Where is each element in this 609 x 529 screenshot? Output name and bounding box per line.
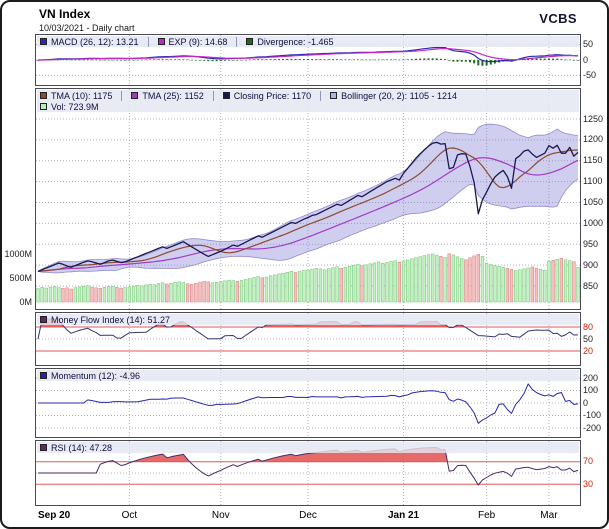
rsi-panel: RSI (14): 47.28 70 30 xyxy=(2,440,607,506)
mfi-legend: Money Flow Index (14): 51.27 xyxy=(37,314,579,325)
volume-legend: Vol: 723.9M xyxy=(37,101,579,112)
y-axis-tick: -50 xyxy=(583,69,597,80)
y-axis-tick: 1000 xyxy=(583,217,604,228)
y-axis-tick: 0 xyxy=(583,397,589,408)
legend-label: TMA (25): 1152 xyxy=(142,90,204,101)
y-axis-tick: 50 xyxy=(583,333,594,344)
y-axis-tick: 30 xyxy=(583,478,594,489)
macd-color-chip xyxy=(40,38,47,45)
legend-item: Closing Price: 1170 xyxy=(212,90,312,101)
legend-item: TMA (10): 1175 xyxy=(40,91,112,101)
rsi-y-axis: 70 30 xyxy=(581,440,607,506)
y-axis-tick: 950 xyxy=(583,238,599,249)
y-axis-tick: 0M xyxy=(19,296,32,307)
rsi-plot[interactable]: RSI (14): 47.28 xyxy=(35,440,581,506)
y-axis-tick: 900 xyxy=(583,259,599,270)
y-axis-tick: 80 xyxy=(583,321,594,332)
y-axis-tick: -200 xyxy=(583,422,602,433)
y-axis-tick: 1150 xyxy=(583,155,603,166)
legend-label: RSI (14): 47.28 xyxy=(51,442,113,453)
legend-label: Bollinger (20, 2): 1105 - 1214 xyxy=(341,90,458,101)
x-axis-label: Jan 21 xyxy=(387,510,420,521)
y-axis-tick: 70 xyxy=(583,456,594,467)
legend-label: MACD (26, 12): 13.21 xyxy=(51,36,139,47)
mfi-color-chip xyxy=(40,316,47,323)
bollinger-color-chip xyxy=(330,92,338,99)
chart-subtitle: 10/03/2021 - Daily chart xyxy=(39,23,135,33)
legend-label: EXP (9): 14.68 xyxy=(168,36,228,47)
x-axis-label: Dec xyxy=(299,510,317,521)
title-block: VN Index 10/03/2021 - Daily chart xyxy=(39,7,135,33)
momentum-color-chip xyxy=(40,372,47,379)
legend-label: Momentum (12): -4.96 xyxy=(51,370,141,381)
macd-y-axis: 50 0 -50 xyxy=(581,34,607,86)
legend-item: Bollinger (20, 2): 1105 - 1214 xyxy=(320,90,458,101)
volume-color-chip xyxy=(40,103,47,110)
price-y-axis: 1250 1200 1150 1100 1050 1000 950 900 85… xyxy=(581,88,607,310)
rsi-left-gutter xyxy=(2,440,35,506)
mfi-panel: Money Flow Index (14): 51.27 80 50 20 xyxy=(2,312,607,366)
y-axis-tick: 1000M xyxy=(4,248,32,259)
legend-item: Vol: 723.9M xyxy=(40,102,99,112)
tma25-color-chip xyxy=(131,92,139,99)
legend-item: RSI (14): 47.28 xyxy=(40,443,112,453)
momentum-plot[interactable]: Momentum (12): -4.96 xyxy=(35,368,581,438)
vcbs-logo: VCBS xyxy=(539,11,577,26)
legend-label: Vol: 723.9M xyxy=(51,101,99,112)
volume-y-axis: 1000M 500M 0M xyxy=(2,88,35,310)
page-title: VN Index xyxy=(39,7,91,21)
momentum-y-axis: 200 100 0 -100 -200 xyxy=(581,368,607,438)
y-axis-tick: -100 xyxy=(583,410,602,420)
macd-panel: MACD (26, 12): 13.21 EXP (9): 14.68 Dive… xyxy=(2,34,607,86)
legend-label: Divergence: -1.465 xyxy=(257,36,334,47)
x-axis: Sep 20 Oct Nov Dec Jan 21 Feb Mar xyxy=(35,508,581,526)
mfi-left-gutter xyxy=(2,312,35,366)
legend-item: TMA (25): 1152 xyxy=(121,90,204,101)
y-axis-tick: 1250 xyxy=(583,113,604,124)
y-axis-tick: 100 xyxy=(583,385,599,395)
macd-plot[interactable]: MACD (26, 12): 13.21 EXP (9): 14.68 Dive… xyxy=(35,34,581,86)
exp-color-chip xyxy=(157,38,165,45)
legend-item: EXP (9): 14.68 xyxy=(147,36,228,47)
momentum-left-gutter xyxy=(2,368,35,438)
y-axis-tick: 1200 xyxy=(583,134,604,145)
mfi-y-axis: 80 50 20 xyxy=(581,312,607,366)
tma10-color-chip xyxy=(40,92,47,99)
mfi-plot[interactable]: Money Flow Index (14): 51.27 xyxy=(35,312,581,366)
y-axis-tick: 50 xyxy=(583,39,594,50)
y-axis-tick: 1050 xyxy=(583,197,604,207)
closing-price-color-chip xyxy=(222,92,230,99)
legend-label: TMA (10): 1175 xyxy=(51,90,113,101)
momentum-legend: Momentum (12): -4.96 xyxy=(37,370,579,381)
x-axis-label: Nov xyxy=(211,510,230,521)
x-axis-label: Oct xyxy=(121,510,138,521)
y-axis-tick: 0 xyxy=(583,54,589,65)
legend-label: Money Flow Index (14): 51.27 xyxy=(51,314,171,325)
y-axis-tick: 1100 xyxy=(583,176,603,187)
legend-label: Closing Price: 1170 xyxy=(233,90,312,101)
x-axis-label: Feb xyxy=(477,510,496,521)
y-axis-tick: 850 xyxy=(583,280,599,291)
y-axis-tick: 200 xyxy=(583,372,599,383)
main-plot[interactable]: TMA (10): 1175 TMA (25): 1152 Closing Pr… xyxy=(35,88,581,310)
x-axis-label: Sep 20 xyxy=(38,510,71,521)
rsi-color-chip xyxy=(40,444,47,451)
chart-header: VN Index 10/03/2021 - Daily chart VCBS xyxy=(2,4,607,34)
legend-item: Divergence: -1.465 xyxy=(236,36,334,47)
rsi-legend: RSI (14): 47.28 xyxy=(37,442,579,453)
legend-item: Money Flow Index (14): 51.27 xyxy=(40,315,170,325)
legend-item: Momentum (12): -4.96 xyxy=(40,371,140,381)
price-legend: TMA (10): 1175 TMA (25): 1152 Closing Pr… xyxy=(37,90,579,101)
x-axis-label: Mar xyxy=(540,510,558,521)
x-axis-row: Sep 20 Oct Nov Dec Jan 21 Feb Mar xyxy=(2,508,607,526)
macd-left-gutter xyxy=(2,34,35,86)
momentum-panel: Momentum (12): -4.96 200 100 0 -100 -200 xyxy=(2,368,607,438)
y-axis-tick: 20 xyxy=(583,345,594,356)
y-axis-tick: 500M xyxy=(9,272,32,283)
legend-item: MACD (26, 12): 13.21 xyxy=(40,37,139,47)
macd-legend: MACD (26, 12): 13.21 EXP (9): 14.68 Dive… xyxy=(37,36,579,47)
divergence-color-chip xyxy=(246,38,254,45)
price-panel: 1000M 500M 0M TMA (10): 1175 TMA (25): 1… xyxy=(2,88,607,310)
